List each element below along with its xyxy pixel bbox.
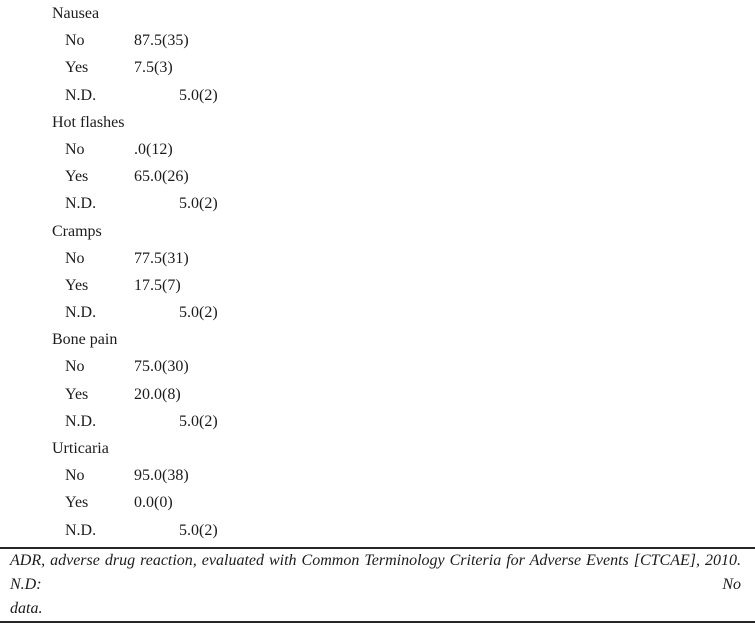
- value-cell: 5.0(2): [179, 86, 218, 104]
- response-label: No: [65, 249, 85, 267]
- response-label: N.D.: [65, 412, 97, 430]
- response-label: N.D.: [65, 86, 97, 104]
- value-cell: 5.0(2): [179, 304, 218, 322]
- value-cell: 77.5(31): [134, 249, 189, 267]
- value-cell: 95.0(38): [134, 467, 189, 485]
- adr-item-row: No 77.5(31): [0, 245, 755, 272]
- value-cell: 5.0(2): [179, 412, 218, 430]
- adr-item-row-nd: N.D. 5.0(2): [0, 82, 755, 109]
- response-label: Yes: [65, 276, 89, 294]
- response-label: N.D.: [65, 521, 97, 539]
- value-cell: 20.0(8): [134, 385, 181, 403]
- adr-section-row: Hot flashes: [0, 109, 755, 136]
- adr-category-label: Hot flashes: [52, 113, 125, 131]
- table-footnote: ADR, adverse drug reaction, evaluated wi…: [10, 549, 741, 621]
- value-cell: 17.5(7): [134, 276, 181, 294]
- value-cell: 5.0(2): [179, 521, 218, 539]
- response-label: No: [65, 358, 85, 376]
- adr-section-row: Bone pain: [0, 326, 755, 353]
- adr-item-row-nd: N.D. 5.0(2): [0, 408, 755, 435]
- adr-section-row: Urticaria: [0, 435, 755, 462]
- response-label: No: [65, 467, 85, 485]
- adr-table-body: Nausea No 87.5(35) Yes 7.5(3) N.D. 5.0(2…: [0, 0, 755, 544]
- adr-category-label: Urticaria: [52, 440, 109, 457]
- adr-section-row: Nausea: [0, 0, 755, 27]
- adr-item-row: No 75.0(30): [0, 353, 755, 380]
- response-label: N.D.: [65, 195, 97, 213]
- adr-item-row: No 87.5(35): [0, 27, 755, 54]
- adr-category-label: Cramps: [52, 222, 102, 240]
- adr-section-row: Cramps: [0, 218, 755, 245]
- value-cell: 87.5(35): [134, 32, 189, 50]
- adr-item-row: No .0(12): [0, 136, 755, 163]
- adr-item-row: Yes 0.0(0): [0, 489, 755, 516]
- response-label: N.D.: [65, 304, 97, 322]
- adr-item-row: Yes 65.0(26): [0, 163, 755, 190]
- value-cell: 65.0(26): [134, 168, 189, 186]
- adr-item-row: No 95.0(38): [0, 462, 755, 489]
- adr-item-row-nd: N.D. 5.0(2): [0, 299, 755, 326]
- adr-item-row: Yes 7.5(3): [0, 54, 755, 81]
- adr-category-label: Bone pain: [52, 331, 118, 349]
- value-cell: 75.0(30): [134, 358, 189, 376]
- adr-item-row-nd: N.D. 5.0(2): [0, 190, 755, 217]
- response-label: No: [65, 140, 85, 158]
- value-cell: 0.0(0): [134, 494, 173, 512]
- value-cell: .0(12): [134, 140, 173, 158]
- table-bottom-rule: [0, 546, 755, 549]
- value-cell: 5.0(2): [179, 195, 218, 213]
- response-label: Yes: [65, 59, 89, 77]
- value-cell: 7.5(3): [134, 59, 173, 77]
- footnote-line-2: data.: [10, 599, 43, 617]
- adr-item-row-nd: N.D. 5.0(2): [0, 517, 755, 544]
- response-label: No: [65, 32, 85, 50]
- footnote-line-1: ADR, adverse drug reaction, evaluated wi…: [10, 551, 741, 593]
- adr-item-row: Yes 17.5(7): [0, 272, 755, 299]
- response-label: Yes: [65, 494, 89, 512]
- response-label: Yes: [65, 168, 89, 186]
- adr-item-row: Yes 20.0(8): [0, 381, 755, 408]
- response-label: Yes: [65, 385, 89, 403]
- page-bottom-rule: [0, 620, 755, 623]
- adr-category-label: Nausea: [52, 5, 100, 22]
